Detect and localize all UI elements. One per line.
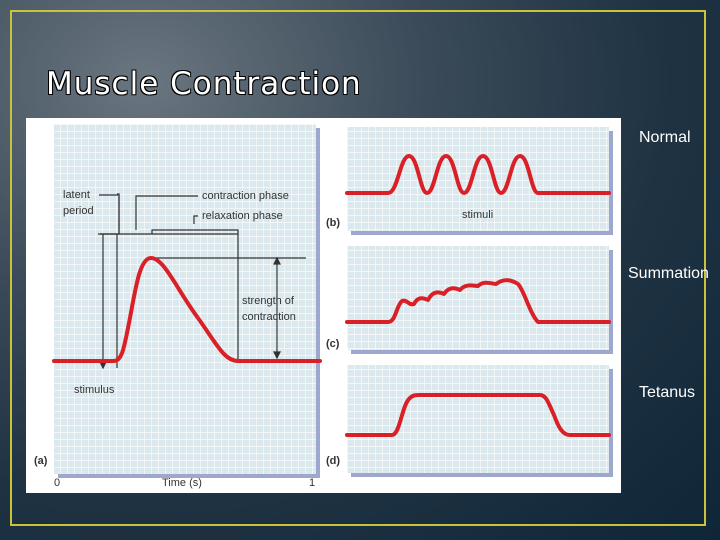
- panel-a-bracket-lines: [98, 193, 306, 370]
- twitch-curves: [52, 154, 611, 437]
- panel-c-grid: [347, 246, 609, 350]
- panel-a-tag: (a): [34, 455, 48, 467]
- figure-svg: latent period contraction phase relaxati…: [34, 124, 613, 489]
- normal-twitches-curve: [345, 154, 611, 195]
- panel-d-tag: (d): [326, 455, 340, 467]
- summation-curve: [345, 278, 611, 324]
- latent-label-line2: period: [63, 205, 94, 217]
- strength-label-line1: strength of: [242, 295, 295, 307]
- stimuli-label: stimuli: [462, 209, 493, 221]
- latent-label-line1: latent: [63, 189, 90, 201]
- contraction-phase-label: contraction phase: [202, 190, 289, 202]
- strength-label-line2: contraction: [242, 311, 296, 323]
- panel-d-grid: [347, 365, 609, 473]
- label-normal: Normal: [639, 129, 691, 146]
- slide-frame: [10, 10, 706, 526]
- muscle-twitch-figure: latent period contraction phase relaxati…: [26, 118, 621, 493]
- label-tetanus: Tetanus: [639, 384, 696, 401]
- stimulus-label: stimulus: [74, 384, 115, 396]
- tetanus-curve: [345, 393, 611, 437]
- single-twitch-curve: [52, 256, 322, 363]
- slide-title: Muscle Contraction: [46, 66, 362, 102]
- relaxation-phase-label: relaxation phase: [202, 210, 283, 222]
- panel-b-tag: (b): [326, 217, 340, 229]
- panel-b-grid: [347, 127, 609, 231]
- x-axis-label: Time (s): [162, 477, 202, 489]
- label-summation: Summation: [628, 265, 709, 282]
- x-axis-end: 1: [309, 477, 315, 489]
- panel-c-tag: (c): [326, 338, 340, 350]
- x-axis-start: 0: [54, 477, 60, 489]
